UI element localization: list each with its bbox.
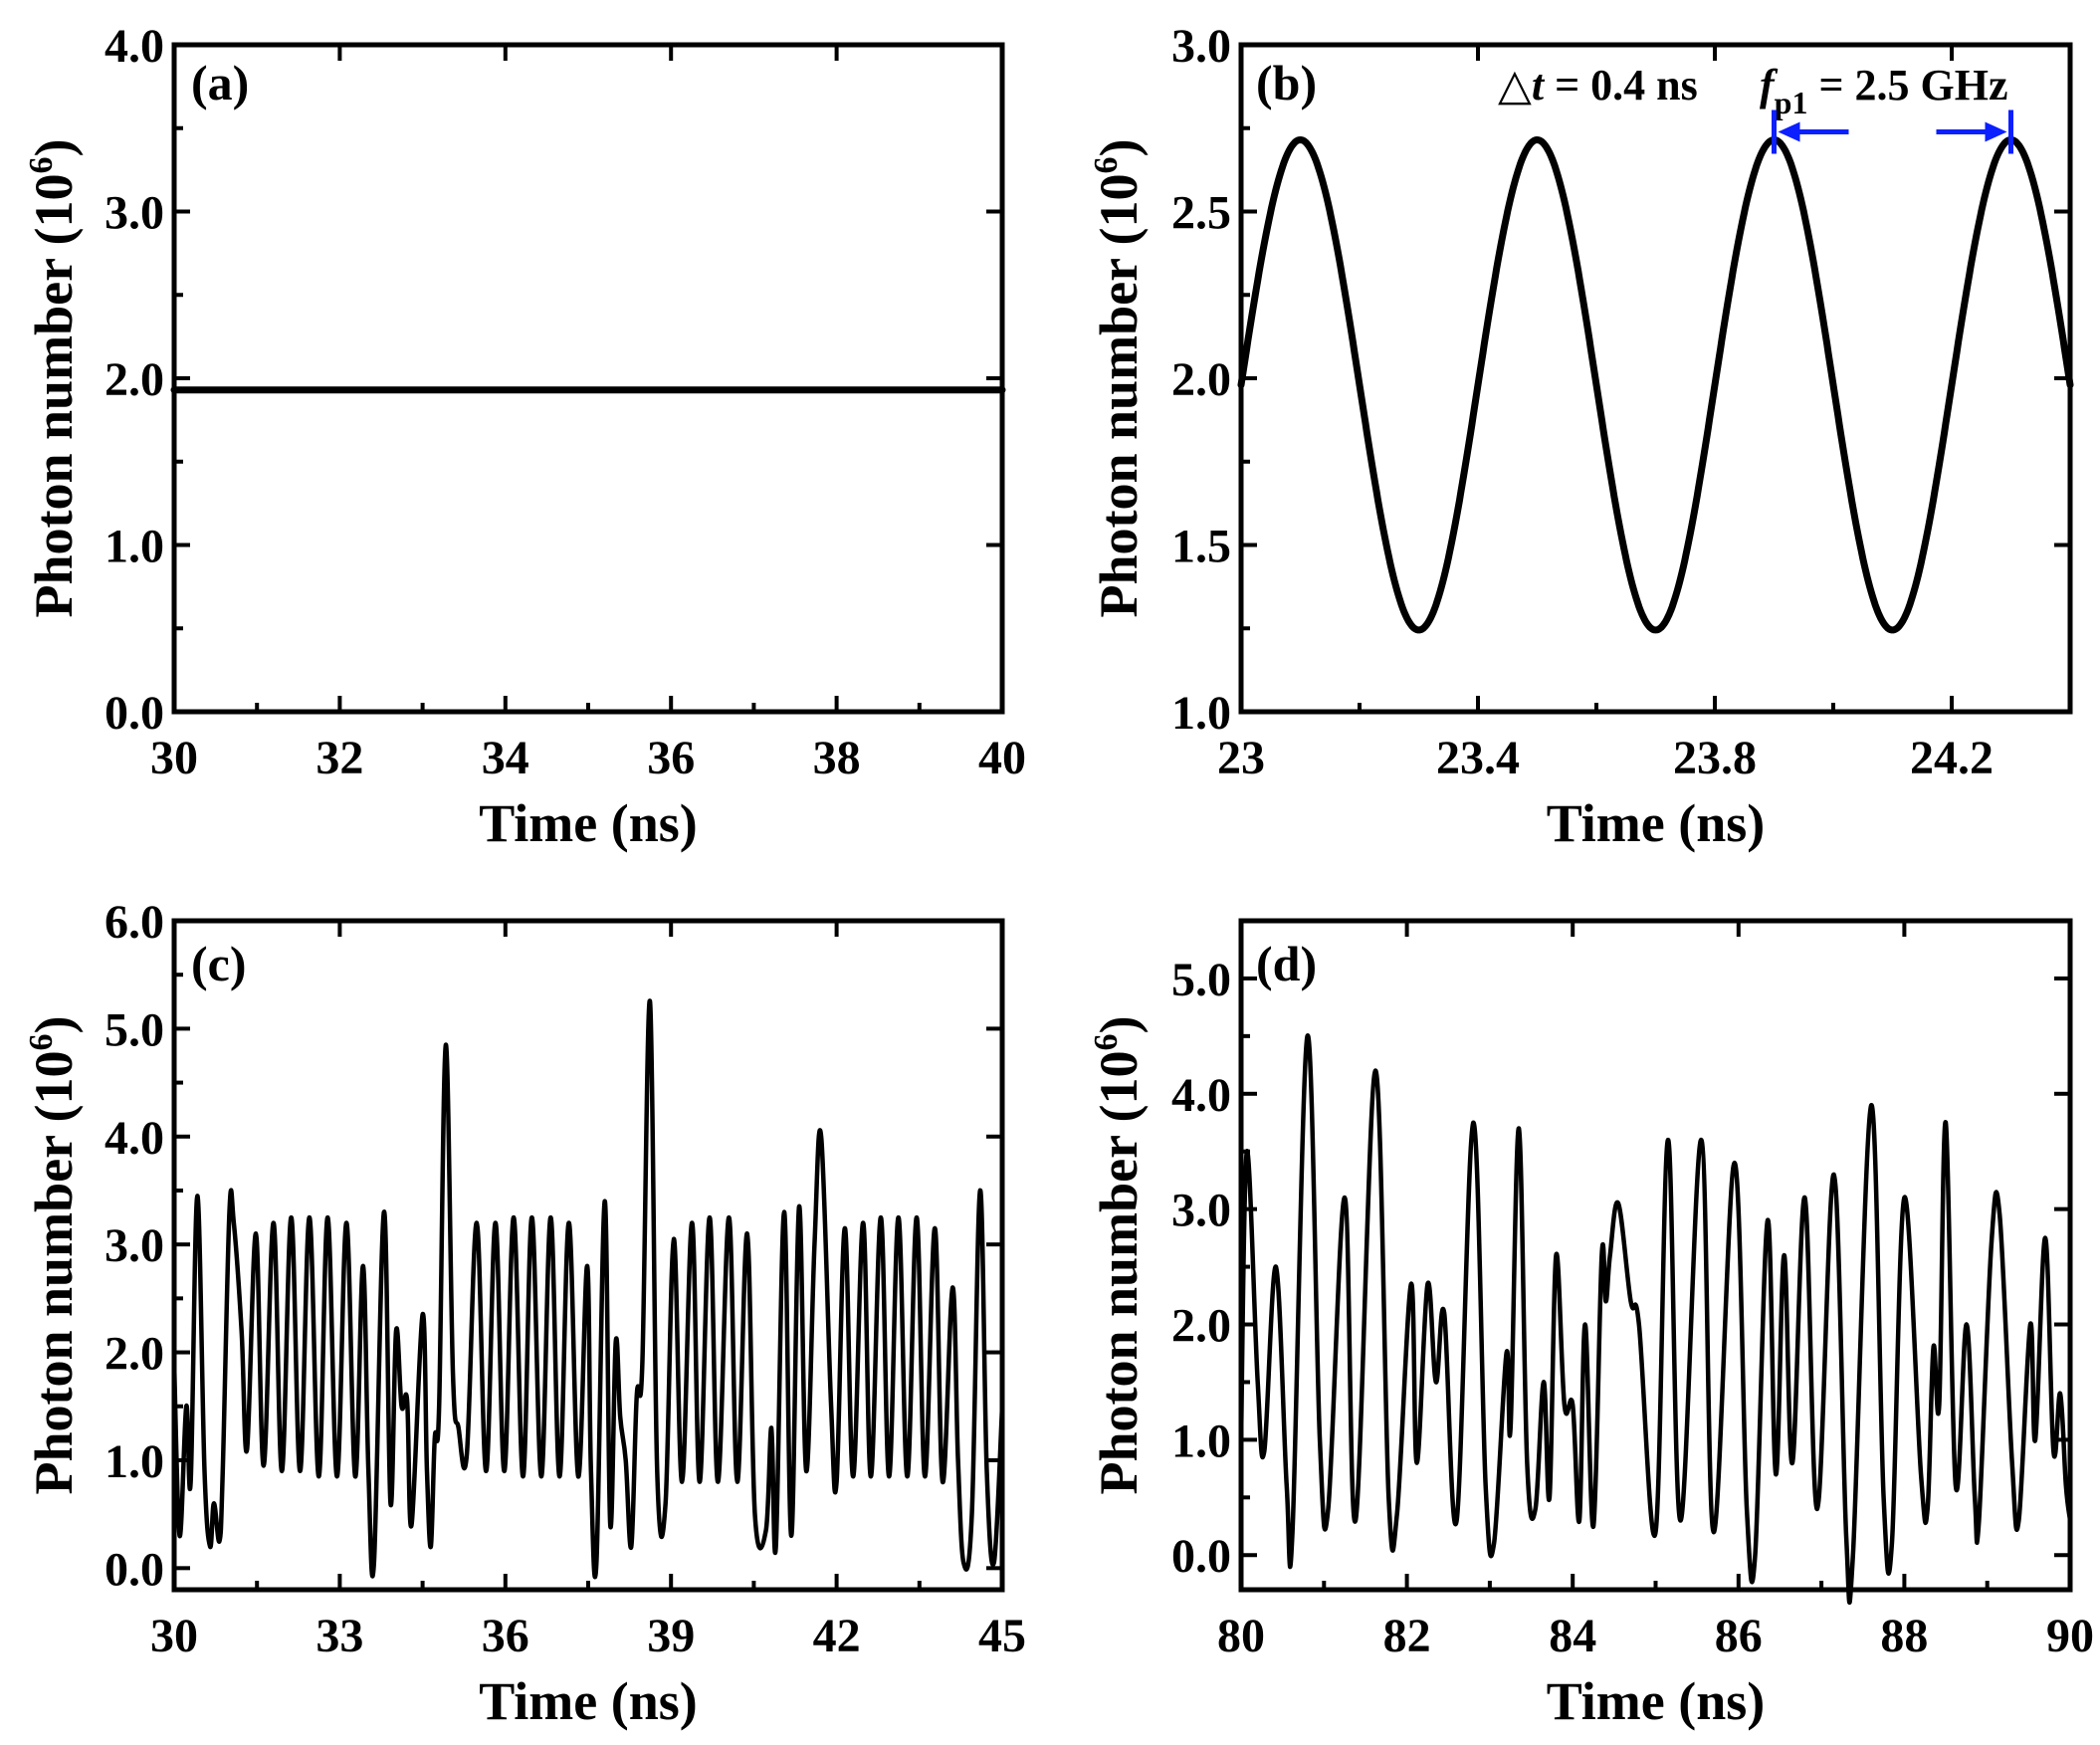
y-axis-title-exponent: 6 [23, 156, 60, 173]
panel-label: (c) [191, 936, 247, 991]
y-tick-label: 5.0 [105, 1003, 164, 1056]
y-tick-label: 5.0 [1171, 954, 1231, 1006]
x-tick-label: 84 [1549, 1610, 1596, 1662]
x-axis-title: Time (ns) [479, 793, 698, 853]
y-axis-title: Photon number (106) [1088, 138, 1149, 617]
fp1-annotation: fp1 = 2.5 GHz [1760, 61, 2008, 120]
y-axis-title-exponent: 6 [1088, 1033, 1125, 1050]
y-axis-title: Photon number (106) [23, 138, 84, 617]
y-tick-label: 4.0 [105, 20, 164, 73]
panel-label: (a) [191, 55, 249, 110]
x-tick-label: 39 [647, 1610, 695, 1662]
y-tick-label: 0.0 [105, 1543, 164, 1596]
x-tick-label: 30 [150, 732, 198, 784]
y-tick-label: 3.0 [1171, 20, 1231, 73]
delta-value: = 0.4 ns [1544, 61, 1698, 109]
y-tick-label: 0.0 [1171, 1530, 1231, 1583]
y-tick-label: 4.0 [105, 1112, 164, 1165]
series-line [1237, 136, 2074, 634]
panel-label: (d) [1256, 936, 1317, 991]
panel-label: (b) [1256, 55, 1317, 110]
y-axis-title-text: Photon number (10 [24, 173, 84, 617]
plot-frame [1238, 42, 2073, 715]
panel-a: 30 32 34 36 38 40 0.0 1.0 2.0 3.0 4.0 Time (ns) Phot… [23, 20, 1026, 853]
series-line [1238, 1033, 2073, 1606]
x-tick-label: 88 [1880, 1610, 1928, 1662]
y-axis-title-text: Photon number (10 [24, 1050, 84, 1494]
x-tick-label: 86 [1715, 1610, 1763, 1662]
x-tick-label: 23.4 [1436, 732, 1520, 784]
y-tick-label: 3.0 [105, 187, 164, 240]
y-tick-label: 3.0 [1171, 1185, 1231, 1237]
x-tick-label: 82 [1383, 1610, 1431, 1662]
x-tick-label: 36 [647, 732, 695, 784]
x-tick-label: 34 [482, 732, 529, 784]
x-tick-label: 38 [813, 732, 861, 784]
y-axis-title-close: ) [24, 138, 84, 156]
x-tick-label: 45 [978, 1610, 1026, 1662]
x-tick-label: 30 [150, 1610, 198, 1662]
y-tick-label: 6.0 [105, 896, 164, 949]
x-tick-label: 80 [1217, 1610, 1265, 1662]
x-axis-title: Time (ns) [1547, 1671, 1766, 1731]
y-axis-title-text: Photon number (10 [1089, 1050, 1149, 1494]
y-axis-title-exponent: 6 [1088, 156, 1125, 173]
y-tick-label: 1.0 [1171, 1415, 1231, 1467]
x-tick-label: 33 [315, 1610, 363, 1662]
fp1-var: f [1760, 61, 1779, 109]
delta-t-annotation: △t = 0.4 ns [1498, 61, 1698, 109]
period-arrow-left-head [1778, 121, 1800, 142]
y-tick-label: 1.5 [1171, 521, 1231, 573]
x-tick-label: 24.2 [1910, 732, 1994, 784]
y-tick-label: 2.0 [105, 353, 164, 406]
y-tick-label: 4.0 [1171, 1069, 1231, 1122]
x-tick-label: 32 [315, 732, 363, 784]
x-tick-label: 42 [813, 1610, 861, 1662]
y-tick-label: 3.0 [105, 1219, 164, 1272]
y-tick-label: 2.0 [1171, 353, 1231, 406]
x-axis-title: Time (ns) [479, 1671, 698, 1731]
panel-d: 80 82 84 86 88 90 0.0 1.0 2.0 3.0 4.0 5.0 Time (ns) P… [1088, 918, 2094, 1731]
y-tick-label: 1.0 [105, 1435, 164, 1488]
period-arrow-right-head [1985, 121, 2007, 142]
y-tick-label: 0.0 [105, 687, 164, 740]
y-axis-title-text: Photon number (10 [1089, 173, 1149, 617]
x-tick-label: 40 [978, 732, 1026, 784]
y-axis-title-exponent: 6 [23, 1033, 60, 1050]
y-axis-title: Photon number (106) [23, 1015, 84, 1494]
x-tick-label: 23.8 [1673, 732, 1757, 784]
panel-b: 23 23.4 23.8 24.2 1.0 1.5 2.0 2.5 3.0 Time (ns) Ph… [1088, 20, 2074, 853]
x-tick-label: 36 [482, 1610, 529, 1662]
delta-symbol: △ [1498, 61, 1532, 109]
y-axis-title-close: ) [24, 1015, 84, 1033]
y-axis-title-close: ) [1089, 138, 1149, 156]
x-tick-label: 23 [1217, 732, 1265, 784]
y-tick-label: 2.0 [1171, 1300, 1231, 1353]
plot-frame [171, 42, 1005, 715]
y-tick-label: 1.0 [105, 521, 164, 573]
fp1-value: = 2.5 GHz [1807, 61, 2007, 109]
y-tick-label: 2.5 [1171, 187, 1231, 240]
y-tick-label: 1.0 [1171, 687, 1231, 740]
y-axis-title: Photon number (106) [1088, 1015, 1149, 1494]
x-axis-title: Time (ns) [1547, 793, 1766, 853]
fp1-sub: p1 [1775, 85, 1808, 120]
series-line [171, 998, 1005, 1580]
y-axis-title-close: ) [1089, 1015, 1149, 1033]
x-tick-label: 90 [2046, 1610, 2094, 1662]
panel-c: 30 33 36 39 42 45 0.0 1.0 2.0 3.0 4.0 5.0 6.0 Time (n… [23, 896, 1026, 1731]
delta-var: t [1532, 61, 1546, 109]
y-tick-label: 2.0 [105, 1328, 164, 1381]
